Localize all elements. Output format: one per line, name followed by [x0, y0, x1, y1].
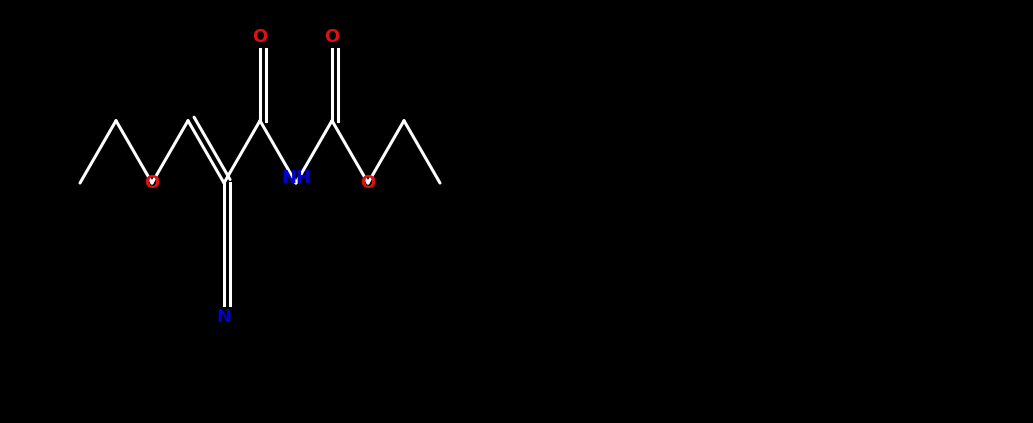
Text: O: O [252, 27, 268, 46]
Text: O: O [361, 174, 376, 192]
Text: N: N [217, 308, 231, 326]
Text: O: O [145, 174, 160, 192]
Text: O: O [324, 27, 340, 46]
Text: NH: NH [281, 169, 311, 187]
